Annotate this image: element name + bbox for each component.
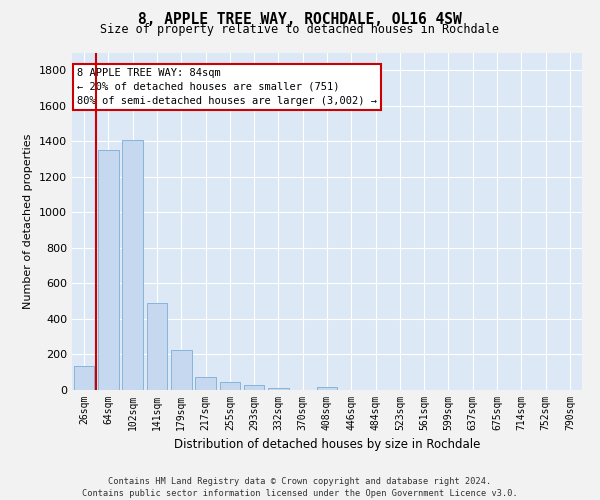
X-axis label: Distribution of detached houses by size in Rochdale: Distribution of detached houses by size … [174,438,480,452]
Text: 8, APPLE TREE WAY, ROCHDALE, OL16 4SW: 8, APPLE TREE WAY, ROCHDALE, OL16 4SW [138,12,462,28]
Bar [74,366,94,390]
Bar [195,376,216,390]
Y-axis label: Number of detached properties: Number of detached properties [23,134,34,309]
Bar [171,350,191,390]
Bar [268,388,289,390]
Bar [244,385,265,390]
Bar [122,140,143,390]
Bar [98,150,119,390]
Text: Size of property relative to detached houses in Rochdale: Size of property relative to detached ho… [101,22,499,36]
Text: Contains HM Land Registry data © Crown copyright and database right 2024.
Contai: Contains HM Land Registry data © Crown c… [82,476,518,498]
Bar [220,382,240,390]
Bar [317,387,337,390]
Text: 8 APPLE TREE WAY: 84sqm
← 20% of detached houses are smaller (751)
80% of semi-d: 8 APPLE TREE WAY: 84sqm ← 20% of detache… [77,68,377,106]
Bar [146,303,167,390]
